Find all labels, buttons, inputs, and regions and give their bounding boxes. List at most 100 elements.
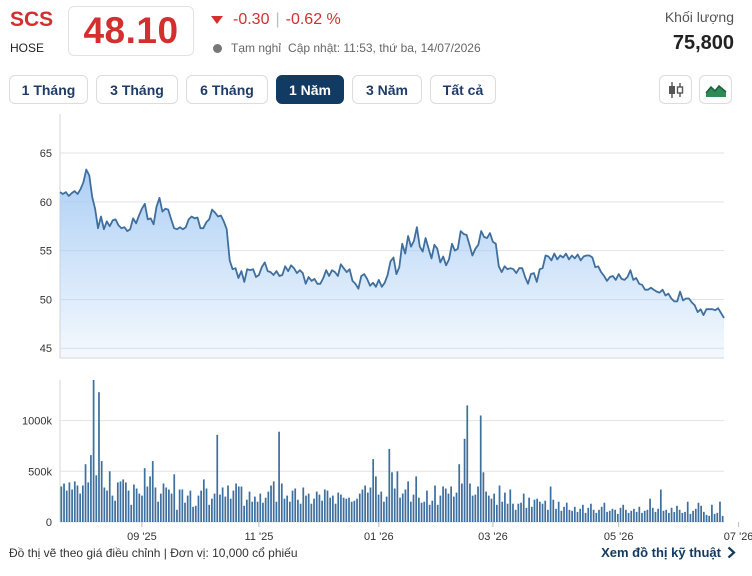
volume-bar	[579, 508, 582, 522]
volume-bar	[138, 493, 141, 522]
volume-bar	[681, 512, 684, 522]
volume-bar	[111, 495, 114, 522]
volume-bar	[369, 487, 372, 522]
volume-bar	[278, 431, 280, 522]
volume-bar	[76, 485, 79, 522]
volume-bar	[264, 497, 267, 522]
volume-bar	[702, 511, 705, 522]
volume-bar	[622, 504, 625, 522]
volume-bar	[686, 501, 689, 522]
volume-tick-label: 500k	[28, 466, 52, 478]
volume-bar	[350, 501, 353, 522]
volume-bar	[635, 511, 638, 522]
tab-1-month[interactable]: 1 Tháng	[9, 75, 88, 104]
volume-bar	[342, 497, 345, 522]
volume-bar	[305, 495, 307, 522]
volume-bar	[627, 512, 630, 522]
volume-bar	[407, 481, 409, 522]
tab-all[interactable]: Tất cả	[430, 75, 496, 104]
status-dot-icon	[213, 43, 222, 53]
volume-bar	[495, 504, 498, 522]
volume-bar	[377, 494, 380, 522]
volume-bar	[116, 482, 119, 522]
volume-bar	[482, 472, 485, 522]
volume-bar	[517, 503, 520, 522]
volume-bar	[133, 484, 135, 522]
volume-bar	[705, 514, 708, 522]
volume-bar	[560, 510, 563, 522]
volume-bar	[87, 482, 90, 522]
volume-bar	[162, 483, 165, 522]
volume-bar	[143, 468, 146, 522]
volume-bar	[719, 501, 721, 522]
technical-chart-link[interactable]: Xem đồ thị kỹ thuật	[601, 545, 736, 560]
price-tick-label: 60	[40, 197, 52, 209]
volume-bar	[280, 483, 283, 522]
volume-bar	[487, 495, 490, 522]
volume-bar	[275, 501, 278, 522]
x-tick-label: 07 '26	[724, 531, 752, 543]
volume-bar	[549, 486, 552, 522]
tab-3-months[interactable]: 3 Tháng	[96, 75, 178, 104]
volume-bar	[452, 496, 455, 522]
volume-bar	[380, 491, 383, 522]
volume-bar	[283, 498, 286, 522]
volume-bar	[633, 508, 635, 522]
area-chart-button[interactable]	[699, 75, 732, 104]
volume-bar	[442, 486, 444, 522]
volume-bar	[221, 487, 224, 522]
volume-bar	[388, 449, 391, 522]
volume-bar	[340, 494, 342, 522]
volume-bar	[713, 513, 716, 522]
volume-bar	[251, 501, 254, 522]
x-tick-label: 03 '26	[478, 531, 508, 543]
volume-bar	[315, 491, 318, 522]
volume-bar	[576, 511, 579, 522]
volume-bar	[434, 485, 436, 522]
volume-bar	[423, 501, 426, 522]
volume-bar	[237, 486, 240, 522]
volume-bar	[211, 498, 213, 522]
candlestick-button[interactable]	[659, 75, 692, 104]
volume-bar	[590, 503, 592, 522]
volume-bar	[375, 476, 377, 522]
volume-bar	[151, 461, 154, 522]
volume-bar	[356, 498, 358, 522]
volume-bar	[466, 405, 469, 522]
volume-bar	[391, 472, 393, 522]
volume-bar	[662, 510, 665, 522]
volume-label: Khối lượng	[664, 9, 734, 25]
volume-bar	[240, 486, 243, 522]
volume-bar	[506, 503, 509, 522]
volume-bar	[245, 499, 248, 522]
volume-bar	[149, 476, 151, 522]
volume-bar	[194, 505, 197, 522]
tab-3-years[interactable]: 3 Năm	[352, 75, 422, 104]
volume-bar	[178, 489, 181, 522]
volume-bar	[458, 464, 461, 522]
volume-bar	[364, 485, 366, 522]
tab-6-months[interactable]: 6 Tháng	[186, 75, 268, 104]
volume-bar	[168, 489, 170, 522]
volume-bar	[396, 471, 399, 522]
volume-bar	[479, 415, 482, 522]
volume-bar	[614, 509, 616, 522]
price-tick-label: 55	[40, 246, 52, 258]
volume-bar	[334, 503, 337, 522]
volume-bar	[598, 509, 600, 522]
volume-bar	[568, 509, 571, 522]
volume-bar	[208, 504, 211, 522]
x-tick-label: 09 '25	[127, 531, 157, 543]
volume-bar	[95, 475, 98, 522]
volume-bar	[538, 501, 541, 522]
tab-1-year[interactable]: 1 Năm	[276, 75, 344, 104]
down-arrow-icon	[211, 16, 223, 24]
volume-bar	[100, 461, 103, 522]
price-box: 48.10	[68, 6, 194, 56]
volume-bar	[611, 508, 614, 522]
volume-bar	[224, 496, 227, 522]
volume-bar	[552, 499, 555, 522]
ticker-symbol: SCS	[10, 8, 54, 31]
volume-bar	[307, 493, 310, 522]
volume-bar	[135, 488, 138, 522]
